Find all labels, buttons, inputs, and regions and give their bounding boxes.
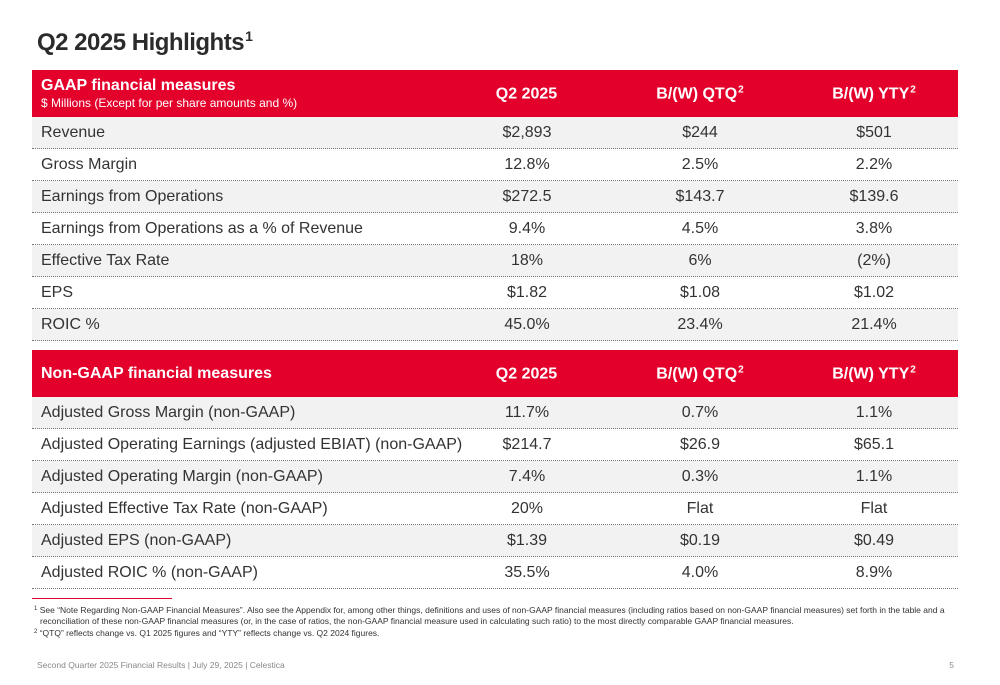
gaap-header: GAAP financial measures $ Millions (Exce… — [32, 70, 958, 117]
gaap-col-qtq: B/(W) QTQ2 — [656, 84, 744, 102]
cell-value: 2.2% — [855, 155, 893, 173]
row-label: Effective Tax Rate — [41, 251, 170, 269]
row-label: Adjusted Operating Earnings (adjusted EB… — [41, 435, 463, 453]
cell-value: 18% — [510, 251, 544, 269]
cell-value: 8.9% — [855, 563, 893, 581]
cell-value: $0.49 — [853, 531, 895, 549]
row-label: Adjusted Effective Tax Rate (non-GAAP) — [41, 499, 328, 517]
gaap-col-yty: B/(W) YTY2 — [832, 84, 916, 102]
cell-value: Flat — [860, 499, 888, 517]
table-row: Revenue $2,893 $244 $501 — [32, 117, 958, 149]
footnote-2: 2 “QTQ” reflects change vs. Q1 2025 figu… — [34, 628, 380, 638]
row-label: EPS — [41, 283, 74, 301]
cell-value: $139.6 — [849, 187, 899, 205]
cell-value: $501 — [856, 123, 892, 141]
cell-value: 23.4% — [677, 315, 723, 333]
nongaap-col-yty: B/(W) YTY2 — [832, 364, 916, 382]
gaap-table: GAAP financial measures $ Millions (Exce… — [32, 70, 958, 341]
footnote-divider — [32, 598, 172, 599]
row-label: Gross Margin — [41, 155, 138, 173]
cell-value: 1.1% — [855, 467, 893, 485]
cell-value: $0.19 — [679, 531, 721, 549]
cell-value: 20% — [510, 499, 544, 517]
table-row: EPS $1.82 $1.08 $1.02 — [32, 277, 958, 309]
page-footer: Second Quarter 2025 Financial Results | … — [37, 660, 285, 670]
cell-value: $1.02 — [853, 283, 895, 301]
page-title: Q2 2025 Highlights1 — [37, 28, 253, 56]
table-row: Earnings from Operations as a % of Reven… — [32, 213, 958, 245]
row-label: Adjusted ROIC % (non-GAAP) — [41, 563, 258, 581]
cell-value: 4.5% — [681, 219, 719, 237]
table-row: Adjusted Operating Margin (non-GAAP) 7.4%… — [32, 461, 958, 493]
footnotes: 1 See “Note Regarding Non-GAAP Financial… — [34, 604, 954, 639]
table-row: Earnings from Operations $272.5 $143.7 $139… — [32, 181, 958, 213]
cell-value: $1.82 — [506, 283, 548, 301]
cell-value: $214.7 — [502, 435, 552, 453]
gaap-heading: GAAP financial measures — [41, 76, 236, 94]
page-number: 5 — [949, 660, 954, 670]
cell-value: $143.7 — [675, 187, 725, 205]
row-label: Adjusted Gross Margin (non-GAAP) — [41, 403, 296, 421]
table-row: Adjusted ROIC % (non-GAAP) 35.5% 4.0% 8.9% — [32, 557, 958, 589]
nongaap-heading: Non-GAAP financial measures — [41, 364, 272, 382]
cell-value: 2.5% — [681, 155, 719, 173]
title-footnote-marker: 1 — [245, 28, 253, 44]
row-label: Adjusted EPS (non-GAAP) — [41, 531, 232, 549]
table-row: Adjusted Effective Tax Rate (non-GAAP) 20… — [32, 493, 958, 525]
row-label: Earnings from Operations as a % of Reven… — [41, 219, 363, 237]
footnote-1: 1 See “Note Regarding Non-GAAP Financial… — [34, 605, 945, 626]
gaap-subheading: $ Millions (Except for per share amounts… — [41, 95, 298, 110]
cell-value: 21.4% — [851, 315, 897, 333]
cell-value: Flat — [686, 499, 714, 517]
cell-value: 11.7% — [504, 403, 550, 421]
row-label: Earnings from Operations — [41, 187, 224, 205]
table-row: Adjusted Operating Earnings (adjusted EB… — [32, 429, 958, 461]
cell-value: 7.4% — [508, 467, 546, 485]
cell-value: 35.5% — [504, 563, 550, 581]
cell-value: $26.9 — [679, 435, 721, 453]
cell-value: 1.1% — [855, 403, 893, 421]
cell-value: $2,893 — [502, 123, 552, 141]
cell-value: 6% — [688, 251, 712, 269]
nongaap-table: Non-GAAP financial measures Q2 2025 B/(W… — [32, 350, 958, 589]
table-row: Effective Tax Rate 18% 6% (2%) — [32, 245, 958, 277]
row-label: Revenue — [41, 123, 106, 141]
cell-value: $244 — [682, 123, 718, 141]
cell-value: 3.8% — [855, 219, 893, 237]
nongaap-col-qtq: B/(W) QTQ2 — [656, 364, 744, 382]
cell-value: $272.5 — [502, 187, 552, 205]
cell-value: $1.39 — [506, 531, 548, 549]
cell-value: 9.4% — [508, 219, 546, 237]
row-label: Adjusted Operating Margin (non-GAAP) — [41, 467, 323, 485]
table-row: Gross Margin 12.8% 2.5% 2.2% — [32, 149, 958, 181]
nongaap-header: Non-GAAP financial measures Q2 2025 B/(W… — [32, 350, 958, 397]
cell-value: 4.0% — [681, 563, 719, 581]
cell-value: (2%) — [857, 251, 891, 269]
table-row: ROIC % 45.0% 23.4% 21.4% — [32, 309, 958, 341]
cell-value: 45.0% — [504, 315, 550, 333]
cell-value: $1.08 — [679, 283, 721, 301]
cell-value: 0.7% — [681, 403, 719, 421]
gaap-col-q2-2025: Q2 2025 — [495, 85, 558, 102]
row-label: ROIC % — [41, 315, 100, 333]
cell-value: $65.1 — [853, 435, 895, 453]
nongaap-col-q2-2025: Q2 2025 — [495, 365, 558, 382]
table-row: Adjusted Gross Margin (non-GAAP) 11.7% 0.7… — [32, 397, 958, 429]
table-row: Adjusted EPS (non-GAAP) $1.39 $0.19 $0.49 — [32, 525, 958, 557]
cell-value: 12.8% — [504, 155, 550, 173]
cell-value: 0.3% — [681, 467, 719, 485]
